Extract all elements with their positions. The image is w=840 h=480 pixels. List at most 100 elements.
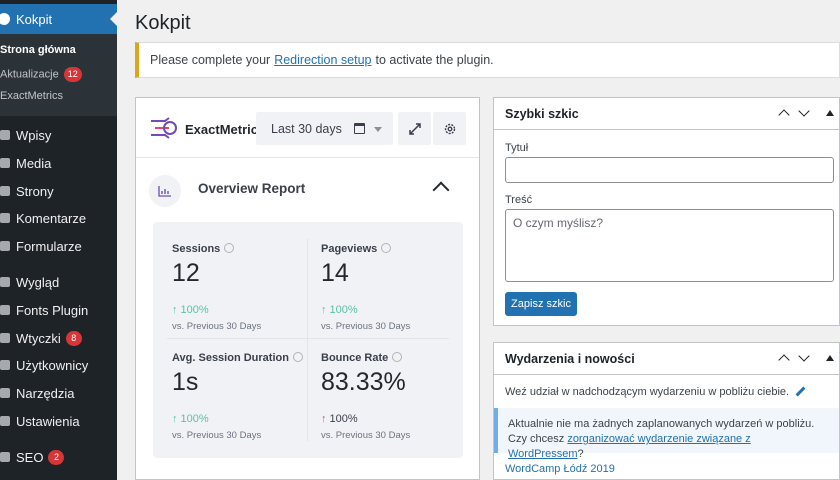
stat-value: 14	[321, 259, 349, 287]
menu-item-pages[interactable]: Strony	[0, 178, 117, 204]
save-draft-label: Zapisz szkic	[511, 298, 571, 310]
move-up-icon[interactable]	[778, 109, 790, 121]
stat-label: Bounce Rate	[321, 352, 403, 364]
redirection-setup-link[interactable]: Redirection setup	[274, 53, 372, 67]
arrow-up-red-icon: ↑	[321, 413, 327, 425]
menu-item-plugins[interactable]: Wtyczki 8	[0, 325, 117, 351]
events-header: Wydarzenia i nowości	[494, 343, 839, 375]
dashboard-submenu: Strona główna Aktualizacje 12 ExactMetric…	[0, 34, 117, 116]
brush-icon	[0, 277, 10, 287]
events-title: Wydarzenia i nowości	[505, 351, 635, 366]
stat-change-value: 100%	[180, 304, 209, 316]
collapse-chevron-icon[interactable]	[432, 181, 450, 199]
submenu-exactmetrics-label: ExactMetrics	[0, 90, 63, 102]
menu-item-posts[interactable]: Wpisy	[0, 122, 117, 148]
plugins-count-badge: 8	[65, 330, 82, 346]
stat-compare: vs. Previous 30 Days	[321, 430, 411, 441]
move-down-icon[interactable]	[798, 105, 810, 117]
stat-bounce-rate: Bounce Rate 83.33% ↑ 100% vs. Previous 30…	[321, 352, 461, 462]
menu-item-users[interactable]: Użytkownicy	[0, 352, 117, 378]
stat-avg-session-duration: Avg. Session Duration 1s ↑ 100% vs. Previ…	[172, 352, 312, 462]
stat-change: ↑ 100%	[172, 304, 209, 316]
grid-divider-vertical	[307, 239, 308, 441]
save-draft-button[interactable]: Zapisz szkic	[505, 292, 577, 316]
menu-item-label: Formularze	[16, 238, 82, 254]
stat-compare: vs. Previous 30 Days	[172, 430, 262, 441]
arrow-up-icon: ↑	[172, 304, 178, 316]
submenu-home[interactable]: Strona główna	[0, 44, 76, 56]
toggle-panel-icon[interactable]	[826, 355, 834, 361]
menu-item-dashboard[interactable]: Kokpit	[0, 4, 117, 34]
menu-item-tools[interactable]: Narzędzia	[0, 380, 117, 406]
quick-draft-header: Szybki szkic	[494, 98, 839, 130]
dashboard-icon	[0, 13, 10, 25]
menu-item-label: SEO	[16, 449, 44, 465]
stat-label: Pageviews	[321, 243, 392, 255]
stat-label-text: Pageviews	[321, 243, 378, 255]
pencil-icon[interactable]	[795, 386, 806, 397]
stat-label-text: Sessions	[172, 243, 221, 255]
pages-icon	[0, 186, 10, 196]
submenu-home-label: Strona główna	[0, 44, 76, 56]
organize-event-link[interactable]: zorganizować wydarzenie związane z WordP…	[508, 433, 751, 460]
content-label: Treść	[505, 194, 533, 206]
events-notice: Aktualnie nie ma żadnych zaplanowanych w…	[494, 408, 839, 460]
menu-item-label: Media	[16, 155, 52, 171]
submenu-updates[interactable]: Aktualizacje 12	[0, 67, 82, 82]
menu-item-appearance[interactable]: Wygląd	[0, 269, 117, 295]
stat-change-value: 100%	[329, 413, 358, 425]
info-icon[interactable]	[381, 243, 392, 253]
page-title: Kokpit	[135, 12, 191, 34]
quick-draft-widget: Szybki szkic Tytuł Treść O czym myślisz?…	[493, 97, 840, 326]
title-label: Tytuł	[505, 142, 529, 154]
info-icon[interactable]	[224, 243, 235, 253]
updates-count-badge: 12	[63, 67, 82, 82]
stat-change-value: 100%	[180, 413, 209, 425]
menu-item-settings[interactable]: Ustawienia	[0, 408, 117, 434]
overview-report-title: Overview Report	[198, 181, 306, 196]
menu-item-label: Wtyczki	[16, 330, 61, 346]
toggle-panel-icon[interactable]	[826, 110, 834, 116]
seo-icon	[0, 452, 10, 462]
draft-title-input[interactable]	[505, 157, 834, 183]
report-icon-wrap	[149, 175, 181, 207]
gear-icon	[444, 123, 455, 134]
date-range-picker[interactable]: Last 30 days	[256, 112, 393, 145]
move-up-icon[interactable]	[778, 354, 790, 366]
menu-item-label: Fonts Plugin	[16, 302, 89, 318]
overview-stats-grid: Sessions 12 ↑ 100% vs. Previous 30 Days P…	[153, 222, 463, 458]
plugin-icon	[0, 333, 10, 343]
stat-label: Avg. Session Duration	[172, 352, 303, 364]
move-down-icon[interactable]	[798, 350, 810, 362]
settings-button[interactable]	[433, 112, 466, 145]
bar-chart-icon	[158, 186, 171, 197]
menu-item-comments[interactable]: Komentarze	[0, 205, 117, 231]
form-icon	[0, 241, 10, 251]
stat-label: Sessions	[172, 243, 235, 255]
stat-change: ↑ 100%	[321, 413, 358, 425]
menu-item-media[interactable]: Media	[0, 150, 117, 176]
submenu-updates-label: Aktualizacje	[0, 68, 59, 81]
notice-text-before: Please complete your	[150, 53, 271, 67]
menu-item-seo[interactable]: SEO 2	[0, 444, 117, 470]
stat-change: ↑ 100%	[172, 413, 209, 425]
stat-value: 1s	[172, 368, 199, 396]
menu-item-label: Komentarze	[16, 210, 87, 226]
event-link[interactable]: WordCamp Łódź 2019	[505, 463, 615, 475]
admin-sidebar: Kokpit Strona główna Aktualizacje 12 Exac…	[0, 0, 117, 480]
menu-item-label: Ustawienia	[16, 413, 80, 429]
plugin-notice: Please complete your Redirection setup t…	[135, 42, 840, 78]
draft-content-textarea[interactable]: O czym myślisz?	[505, 209, 834, 282]
events-notice-end: ?	[577, 448, 584, 460]
expand-button[interactable]	[398, 112, 431, 145]
submenu-exactmetrics[interactable]: ExactMetrics	[0, 90, 63, 102]
wrench-icon	[0, 388, 10, 398]
stat-sessions: Sessions 12 ↑ 100% vs. Previous 30 Days	[172, 243, 312, 353]
menu-item-fonts-plugin[interactable]: Fonts Plugin	[0, 297, 117, 323]
menu-item-forms[interactable]: Formularze	[0, 233, 117, 259]
exactmetrics-header: ExactMetrics Last 30 days	[136, 98, 479, 158]
info-icon[interactable]	[392, 352, 403, 362]
arrow-up-icon: ↑	[321, 304, 327, 316]
stat-label-text: Avg. Session Duration	[172, 352, 289, 364]
info-icon[interactable]	[292, 352, 303, 362]
